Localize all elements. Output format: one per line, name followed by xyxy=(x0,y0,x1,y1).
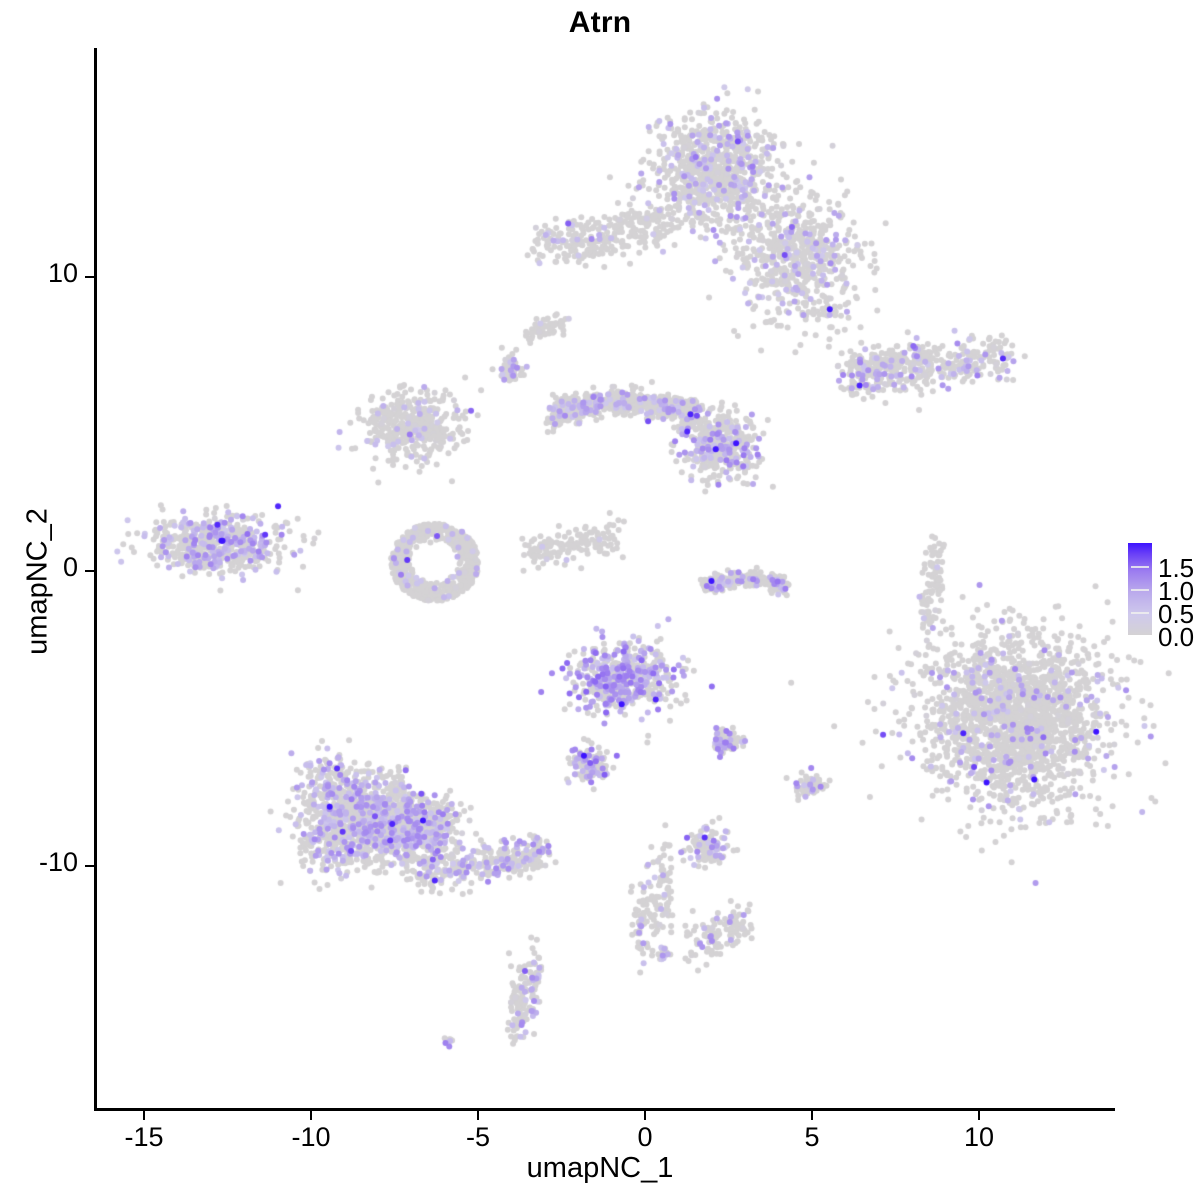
x-tick-label: 0 xyxy=(637,1122,653,1152)
x-tick-mark xyxy=(143,1111,145,1120)
y-tick-label: 10 xyxy=(47,257,78,288)
legend-tick-3 xyxy=(1131,612,1149,614)
x-tick-mark xyxy=(310,1111,312,1120)
legend-label-3: 0.5 xyxy=(1158,599,1195,629)
x-tick-label: -15 xyxy=(124,1122,164,1152)
x-tick-label: 10 xyxy=(963,1122,995,1152)
x-axis-line xyxy=(94,1108,1115,1111)
x-tick-label: 5 xyxy=(804,1122,820,1152)
legend-tick-1 xyxy=(1131,566,1149,568)
x-tick-label: -5 xyxy=(465,1122,490,1152)
x-tick-mark xyxy=(978,1111,980,1120)
legend-label-2: 1.0 xyxy=(1158,576,1195,606)
y-tick-mark xyxy=(85,275,94,278)
y-axis-title: umapNC_2 xyxy=(21,508,54,655)
x-tick-label: -10 xyxy=(291,1122,331,1152)
color-legend: 1.5 1.0 0.5 0.0 xyxy=(1128,543,1198,650)
legend-tick-2 xyxy=(1131,589,1149,591)
y-tick-label: -10 xyxy=(38,846,78,877)
y-tick-mark xyxy=(85,864,94,867)
y-tick-label: 0 xyxy=(62,552,78,582)
x-tick-mark xyxy=(477,1111,479,1120)
x-tick-mark xyxy=(644,1111,646,1120)
y-axis-line xyxy=(94,48,97,1110)
legend-label-1: 1.5 xyxy=(1158,553,1195,583)
y-tick-mark xyxy=(85,570,94,572)
x-tick-mark xyxy=(811,1111,813,1120)
legend-label-4: 0.0 xyxy=(1158,622,1195,652)
x-axis-title: umapNC_1 xyxy=(526,1152,674,1184)
